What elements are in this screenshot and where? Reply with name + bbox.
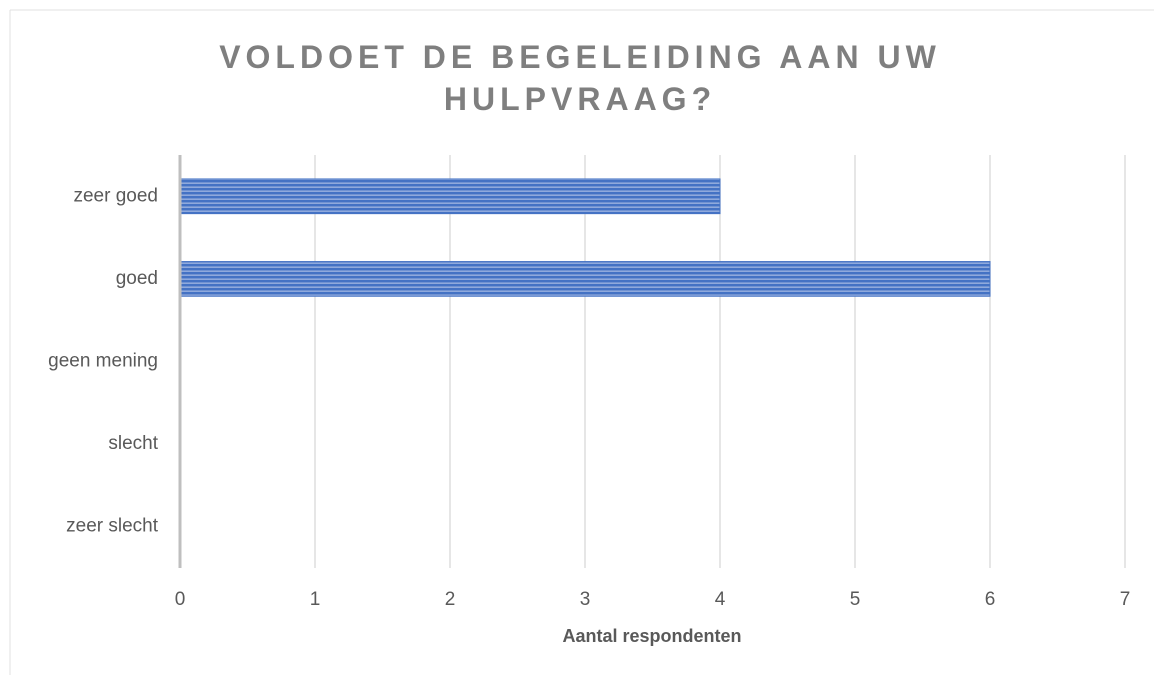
bar — [179, 261, 991, 297]
x-tick-label: 6 — [985, 589, 996, 610]
x-tick-label: 7 — [1120, 589, 1131, 610]
y-tick-label: geen mening — [48, 351, 158, 372]
chart-title: VOLDOET DE BEGELEIDING AAN UW HULPVRAAG? — [219, 39, 941, 117]
x-tick-label: 5 — [850, 589, 861, 610]
x-tick-label: 3 — [580, 589, 591, 610]
x-tick-label: 4 — [715, 589, 726, 610]
x-tick-label: 2 — [445, 589, 456, 610]
x-tick-label: 1 — [310, 589, 321, 610]
y-tick-label: goed — [116, 268, 158, 289]
x-tick-label: 0 — [175, 589, 186, 610]
x-axis-title: Aantal respondenten — [562, 626, 741, 646]
bar — [179, 178, 721, 215]
y-tick-label: zeer slecht — [66, 516, 159, 537]
y-tick-label: zeer goed — [73, 185, 158, 206]
y-tick-label: slecht — [108, 433, 158, 454]
